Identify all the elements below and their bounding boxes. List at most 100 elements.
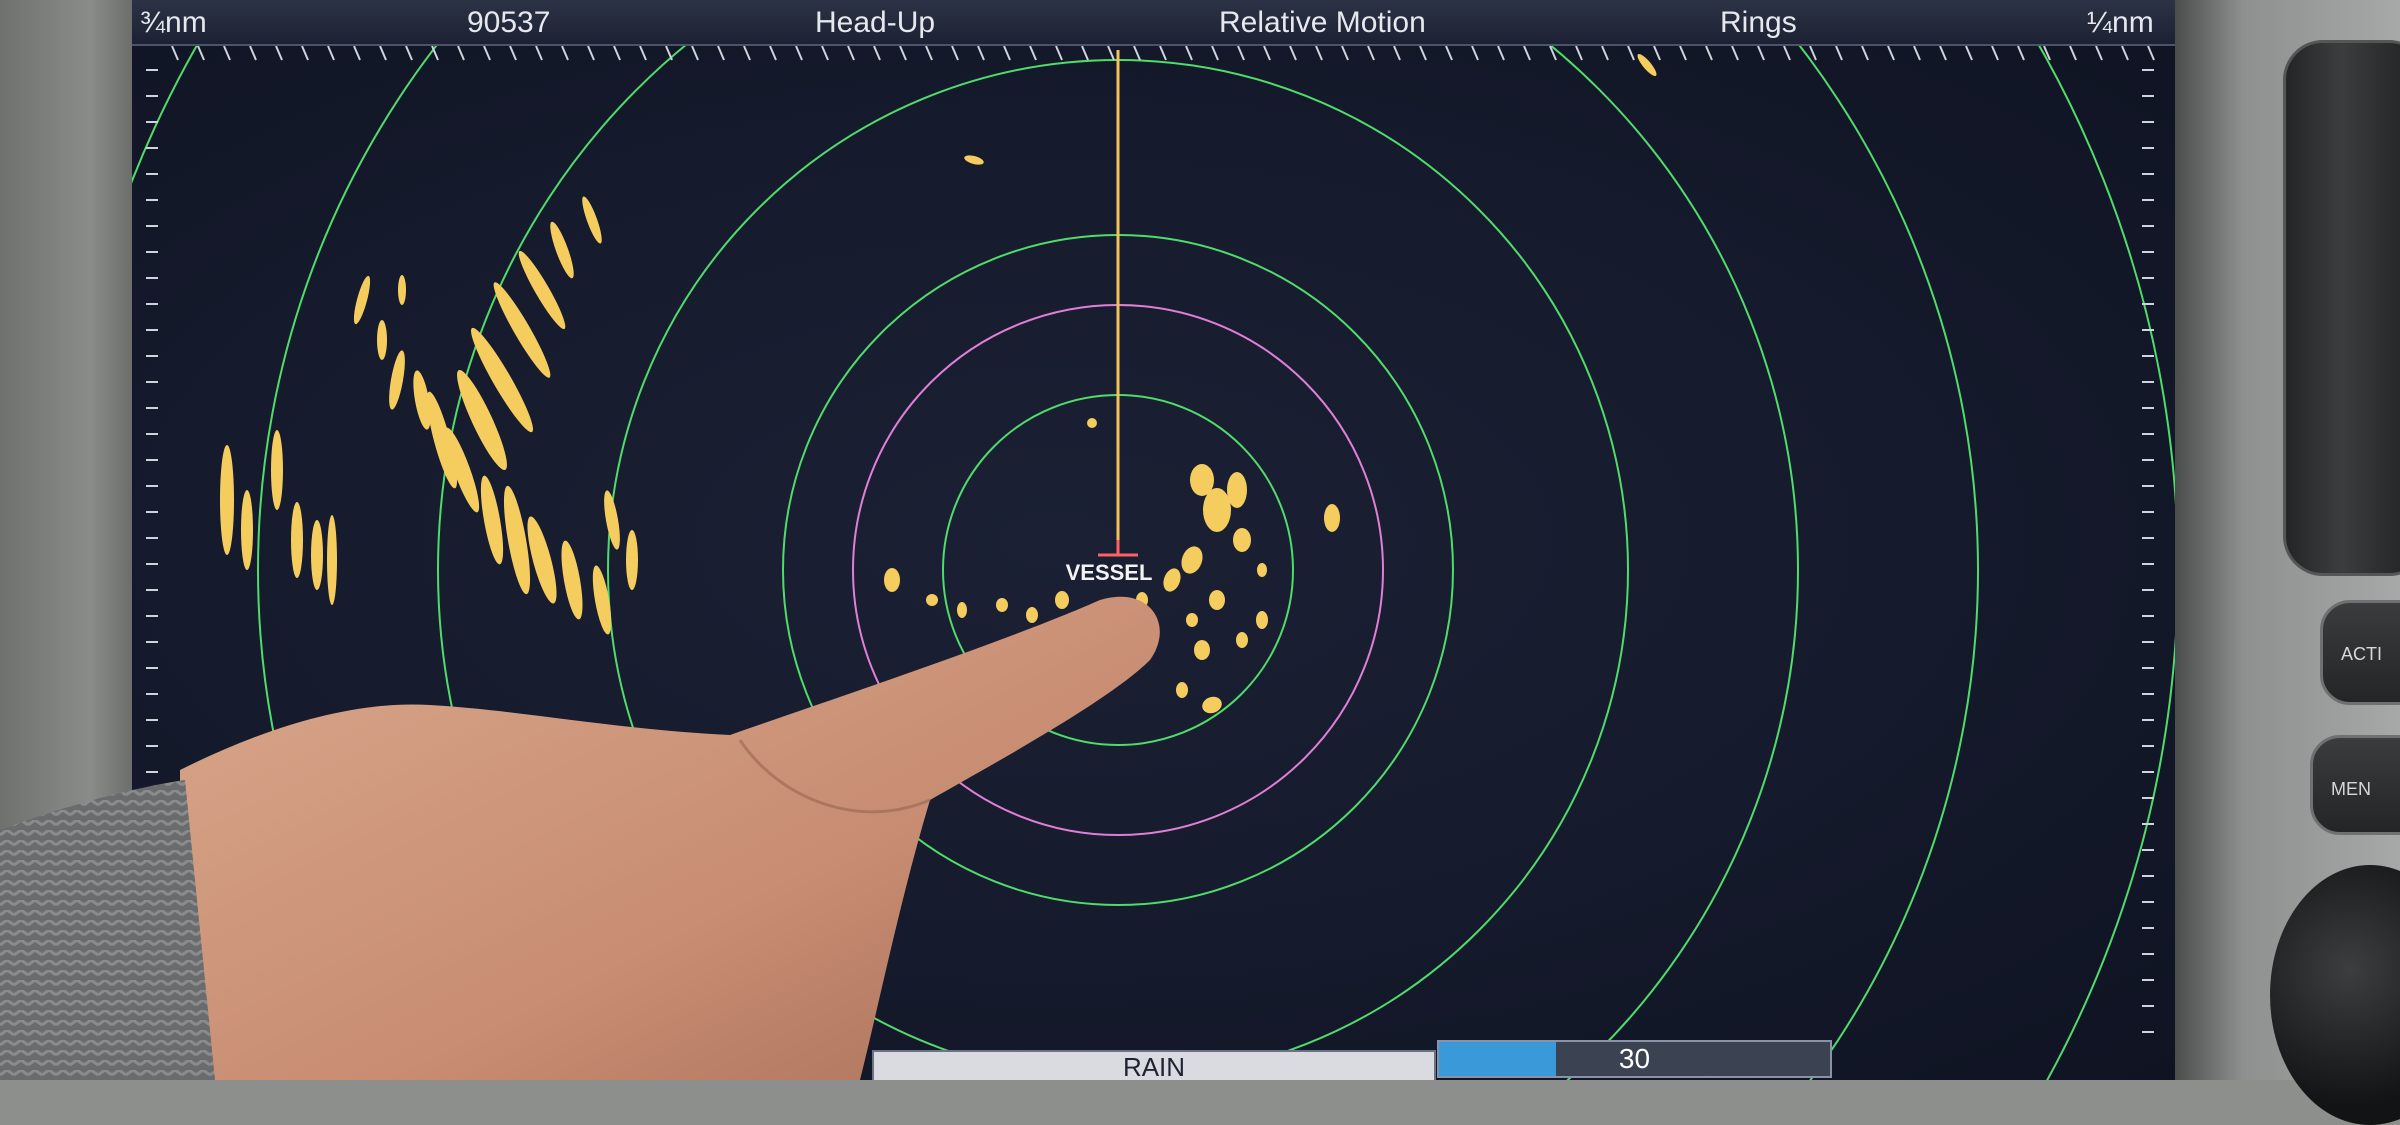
bearing-tick (1835, 45, 1843, 61)
vessel-label: VESSEL (1066, 560, 1153, 585)
bearing-tick (1341, 45, 1349, 61)
bearing-tick (1003, 45, 1011, 61)
bearing-tick (1419, 45, 1427, 61)
radar-echo (1227, 472, 1247, 508)
acti-button[interactable]: ACTI (2320, 600, 2400, 705)
motion-mode[interactable]: Relative Motion (1219, 6, 1426, 39)
radar-echo (1181, 546, 1203, 574)
radar-echo (582, 196, 602, 244)
bearing-tick (1445, 45, 1453, 61)
radar-display[interactable]: VESSEL (132, 0, 2182, 1080)
radar-echo (1257, 563, 1267, 577)
bearing-tick (873, 45, 881, 61)
bearing-tick (1367, 45, 1375, 61)
bearing-scale (146, 45, 2155, 1033)
bearing-tick (977, 45, 985, 61)
bearing-tick (1939, 45, 1947, 61)
radar-echo (389, 350, 405, 410)
bearing-tick (1185, 45, 1193, 61)
radar-echo (592, 565, 612, 635)
bearing-tick (1809, 45, 1817, 61)
acti-button-label: ACTI (2341, 644, 2383, 664)
radar-echo (1186, 613, 1198, 627)
rain-label: RAIN (1122, 1052, 1186, 1080)
bearing-tick (1523, 45, 1531, 61)
radar-echo (1209, 590, 1225, 610)
radar-echo (1256, 611, 1268, 629)
bearing-tick (1081, 45, 1089, 61)
cursor-pad[interactable] (2283, 40, 2400, 576)
bearing-tick (847, 45, 855, 61)
radar-echo (241, 490, 253, 570)
bearing-tick (535, 45, 543, 61)
radar-echo (426, 391, 458, 489)
bearing-tick (1107, 45, 1115, 61)
orientation-mode[interactable]: Head-Up (815, 6, 936, 39)
bearing-tick (2069, 45, 2077, 61)
bearing-tick (1913, 45, 1921, 61)
bearing-tick (1211, 45, 1219, 61)
bearing-tick (769, 45, 777, 61)
radar-echo (1190, 464, 1214, 496)
range-ring (257, 0, 1979, 1080)
bearing-tick (1861, 45, 1869, 61)
radar-echo (1637, 53, 1657, 77)
bearing-tick (457, 45, 465, 61)
bearing-tick (2043, 45, 2051, 61)
radar-echo (1107, 603, 1117, 617)
device-bezel-left (0, 0, 150, 1080)
bearing-tick (717, 45, 725, 61)
radar-echo (291, 502, 303, 578)
bearing-tick (223, 45, 231, 61)
bearing-tick (327, 45, 335, 61)
bearing-tick (1627, 45, 1635, 61)
radar-echo (377, 320, 387, 360)
bearing-tick (1887, 45, 1895, 61)
gain-slider[interactable]: 30 (1437, 1040, 1832, 1078)
radar-echo (398, 275, 406, 305)
radar-echo (626, 530, 638, 590)
range-rings (132, 0, 2179, 1080)
gain-value: 30 (1618, 1043, 1651, 1074)
bearing-tick (2017, 45, 2025, 61)
bearing-tick (821, 45, 829, 61)
bearing-tick (613, 45, 621, 61)
radar-echo (457, 369, 507, 471)
radar-echo (271, 430, 283, 510)
radar-echo (1055, 591, 1069, 609)
bearing-tick (1393, 45, 1401, 61)
overlay-mode[interactable]: Rings (1720, 6, 1797, 39)
menu-button[interactable]: MEN (2310, 735, 2400, 835)
ring-interval: ¼nm (2087, 6, 2154, 39)
radar-echo (604, 490, 620, 550)
bearing-tick (509, 45, 517, 61)
vessel-marker[interactable] (1098, 540, 1138, 557)
range-ring (437, 0, 1799, 1080)
bearing-tick (925, 45, 933, 61)
bearing-tick (639, 45, 647, 61)
radar-echo (1136, 592, 1148, 608)
radar-echo (311, 520, 323, 590)
bearing-tick (1965, 45, 1973, 61)
status-bar: ¾nm 90537 Head-Up Relative Motion Rings … (132, 0, 2182, 46)
radar-echoes (220, 53, 1657, 714)
bearing-tick (743, 45, 751, 61)
radar-echo (996, 598, 1008, 612)
bearing-tick (275, 45, 283, 61)
bearing-tick (301, 45, 309, 61)
bearing-tick (1315, 45, 1323, 61)
radar-echo (1203, 488, 1231, 532)
radar-echo (493, 282, 551, 378)
range-indicator[interactable]: ¾nm (140, 6, 207, 39)
radar-echo (1233, 528, 1251, 552)
radar-echo (1194, 640, 1210, 660)
rain-control[interactable]: RAIN (872, 1050, 1436, 1080)
radar-echo (1176, 682, 1188, 698)
bearing-tick (249, 45, 257, 61)
radar-echo (884, 568, 900, 592)
bearing-tick (665, 45, 673, 61)
bearing-tick (1549, 45, 1557, 61)
radar-echo (1202, 696, 1222, 714)
bearing-tick (353, 45, 361, 61)
bearing-tick (1679, 45, 1687, 61)
